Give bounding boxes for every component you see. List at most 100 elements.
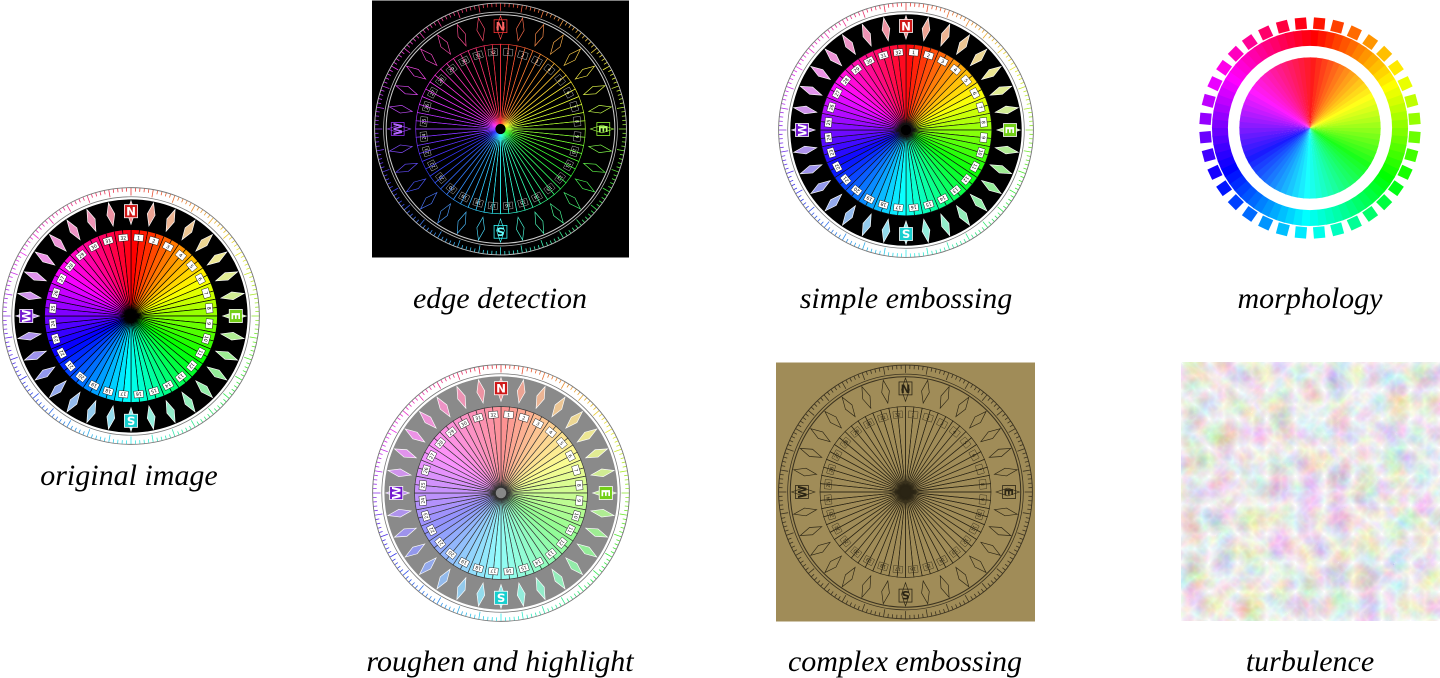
compass-ring-number: 1 [912, 50, 916, 56]
compass-ring-number: 12 [557, 538, 565, 546]
compass-cardinal-label: N [126, 205, 136, 219]
compass-cardinal-label: N [901, 19, 911, 33]
compass-ring-number: 24 [421, 133, 428, 139]
compass-ring-number: 19 [865, 556, 873, 564]
compass-ring-number: 32 [895, 50, 902, 57]
compass-cardinal-label: E [1002, 488, 1016, 496]
compass-ring-number: 23 [423, 512, 430, 519]
compass-ring-number: 31 [105, 238, 112, 245]
compass-ring-number: 18 [105, 387, 112, 394]
compass-ring-number: 20 [853, 547, 861, 555]
compass-ring-number: 7 [202, 291, 209, 296]
compass-ring-number: 15 [924, 562, 931, 569]
compass-ring-number: 32 [490, 412, 497, 419]
compass-cardinal-label: E [596, 125, 610, 133]
caption-simple-embossing: simple embossing [799, 282, 1013, 315]
compass-ring-number: 27 [834, 90, 842, 98]
complex-embossing-compass: 1 2 3 4 5 6 7 8 9 10 11 12 13 14 15 16 17 18 19 20 21 22 23 24 2… [776, 362, 1035, 622]
compass-ring-number: 26 [424, 103, 431, 110]
compass-ring-number: 9 [573, 135, 579, 139]
compass-ring-number: 4 [547, 430, 553, 437]
compass-ring-number: 7 [570, 105, 577, 110]
compass-ring-number: 17 [895, 204, 902, 211]
compass-cardinal-label: S [902, 227, 910, 241]
compass-ring-number: 21 [437, 173, 445, 181]
compass-ring-number: 5 [188, 264, 195, 270]
compass-ring-number: 28 [437, 76, 445, 84]
compass-ring-number: 23 [53, 335, 60, 342]
edge-compass-svg: 1234567891011121314151617181920212223242… [372, 0, 629, 258]
compass-cardinal-label: N [496, 382, 506, 396]
compass-ring-number: 20 [447, 549, 455, 557]
compass-cardinal-label: W [391, 122, 405, 135]
caption-morphology: morphology [1237, 282, 1383, 315]
compass-ring-number: 23 [424, 147, 431, 154]
compass-ring-number: 27 [428, 452, 436, 460]
edge-detection-compass: 1 2 3 4 5 6 7 8 9 10 11 12 13 14 15 16 17 18 19 20 21 22 23 24 2… [372, 0, 629, 258]
compass-ring-number: 21 [842, 537, 850, 545]
compass-ring-number: 4 [952, 67, 958, 74]
compass-ring-number: 12 [555, 173, 563, 181]
compass-ring-number: 13 [951, 185, 959, 193]
compass-ring-number: 27 [429, 89, 437, 97]
compass-ring-number: 16 [910, 204, 917, 211]
compass-cardinal-label: S [127, 413, 135, 427]
compass-ring-number: 13 [176, 372, 184, 380]
compass-ring-number: 20 [77, 372, 85, 380]
compass-ring-number: 17 [490, 202, 496, 209]
compass-ring-number: 12 [187, 361, 195, 369]
compass-ring-number: 24 [826, 134, 833, 141]
turbulence-svg [1181, 362, 1440, 621]
turbulence-noise [1181, 362, 1440, 621]
compass-cardinal-label: S [497, 590, 505, 604]
compass-ring-number: 29 [447, 429, 455, 437]
compass-graphic: 1234567891011121314151617181920212223242… [372, 364, 630, 622]
compass-ring-number: 32 [895, 412, 902, 419]
compass-ring-number: 28 [842, 439, 850, 447]
compass-ring-number: 16 [910, 565, 917, 572]
compass-ring-number: 20 [853, 185, 861, 193]
compass-ring-number: 8 [205, 307, 211, 311]
caption-turbulence: turbulence [1245, 645, 1375, 678]
compass-ring-number: 11 [564, 161, 572, 169]
compass-ring-number: 6 [564, 90, 571, 95]
compass-cardinal-label: W [795, 123, 809, 136]
compass-ring-number: 29 [448, 66, 456, 74]
compass-ring-number: 26 [423, 467, 430, 474]
compass-ring-number: 29 [852, 428, 860, 436]
compass-ring-number: 30 [460, 58, 468, 66]
compass-ring-number: 28 [842, 77, 850, 85]
compass-ring-number: 31 [475, 415, 482, 422]
compass-ring-number: 25 [421, 118, 428, 124]
compass-ring-number: 4 [177, 253, 183, 260]
compass-ring-number: 27 [58, 275, 66, 283]
compass-ring-number: 29 [853, 66, 861, 74]
original-compass-svg: 1234567891011121314151617181920212223242… [2, 187, 260, 445]
compass-ring-number: 18 [475, 198, 482, 205]
compass-ring-number: 16 [505, 202, 511, 209]
compass-ring-number: 9 [979, 498, 985, 502]
compass-ring-number: 13 [950, 547, 958, 555]
caption-edge-detection: edge detection [412, 282, 588, 315]
compass-ring-number: 32 [490, 50, 496, 57]
compass-ring-number: 7 [572, 468, 579, 473]
compass-ring-number: 18 [880, 200, 887, 207]
compass-ring-number: 31 [879, 415, 886, 422]
compass-ring-number: 5 [556, 78, 563, 84]
compass-ring-number: 30 [866, 58, 874, 66]
compass-ring-number: 2 [925, 415, 930, 422]
compass-graphic: 1234567891011121314151617181920212223242… [776, 362, 1035, 622]
compass-ring-number: 3 [535, 421, 540, 428]
compass-ring-number: 6 [971, 91, 978, 96]
compass-cardinal-label: E [1003, 126, 1017, 134]
compass-ring-number: 11 [969, 524, 977, 532]
compass-ring-number: 10 [975, 511, 982, 518]
compass-ring-number: 1 [137, 235, 141, 241]
compass-ring-number: 27 [834, 452, 842, 460]
compass-ring-number: 24 [50, 320, 57, 327]
compass-ring-number: 16 [135, 390, 142, 397]
compass-ring-number: 16 [505, 567, 512, 574]
compass-ring-number: 25 [50, 305, 57, 312]
compass-ring-number: 12 [961, 537, 969, 545]
compass-graphic: 1234567891011121314151617181920212223242… [372, 0, 629, 258]
